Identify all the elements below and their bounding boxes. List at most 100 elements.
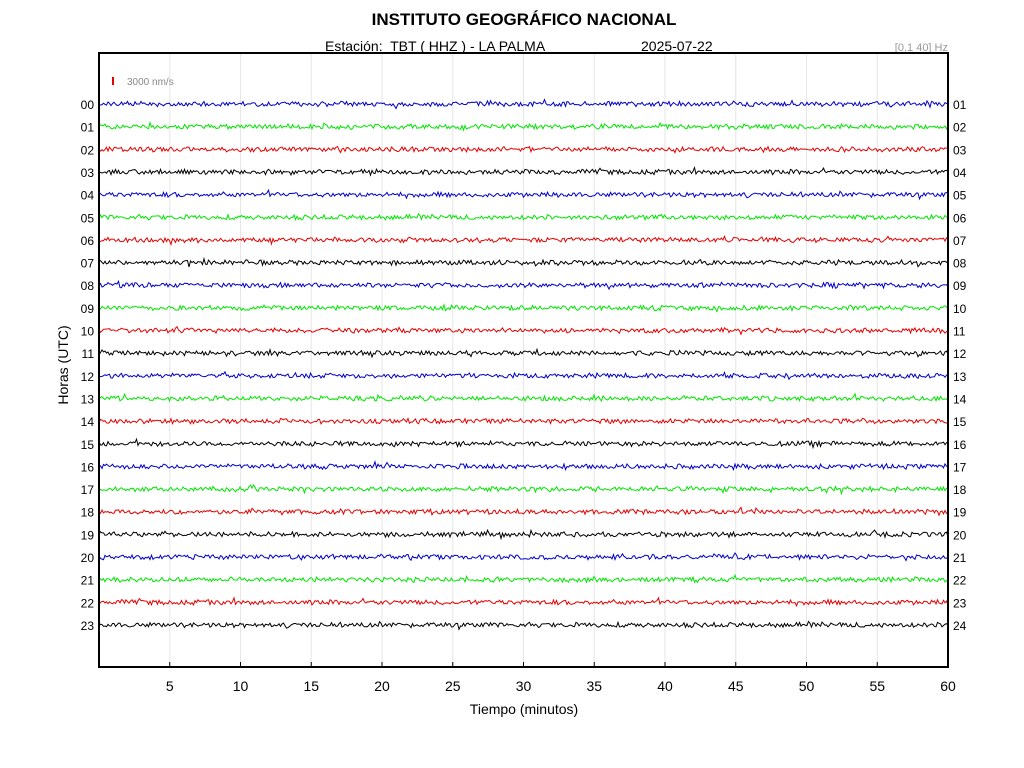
hour-label-right: 22	[953, 574, 967, 588]
trace-hour-02	[98, 145, 949, 154]
hour-label-left: 20	[81, 551, 95, 565]
hour-label-left: 21	[81, 574, 95, 588]
hour-label-right: 03	[953, 143, 967, 157]
hour-label-left: 14	[81, 415, 95, 429]
hour-label-right: 07	[953, 234, 967, 248]
scale-label: 3000 nm/s	[127, 77, 174, 88]
trace-hour-04	[98, 188, 949, 201]
hour-label-right: 04	[953, 166, 967, 180]
hour-label-right: 24	[953, 619, 967, 633]
scale-bar	[112, 77, 114, 85]
hour-label-left: 06	[81, 234, 95, 248]
trace-hour-00	[98, 98, 949, 110]
hour-label-right: 08	[953, 257, 967, 271]
hour-label-left: 07	[81, 257, 95, 271]
x-tick-label: 5	[166, 678, 174, 694]
hour-label-right: 05	[953, 189, 967, 203]
x-tick-label: 10	[233, 678, 249, 694]
x-axis-label: Tiempo (minutos)	[470, 701, 578, 717]
hour-label-right: 19	[953, 506, 967, 520]
hour-label-right: 21	[953, 551, 967, 565]
trace-hour-11	[98, 347, 949, 359]
trace-hour-09	[98, 302, 949, 313]
x-tick-label: 20	[374, 678, 390, 694]
trace-layer	[98, 98, 949, 631]
hour-label-right: 10	[953, 302, 967, 316]
hour-label-left: 08	[81, 279, 95, 293]
hour-label-left: 01	[81, 121, 95, 135]
hour-label-right: 01	[953, 98, 967, 112]
date-label: 2025-07-22	[641, 38, 713, 54]
x-axis-ticks: 5 10 15 20 25 30 35 40 45 50 55 60	[166, 662, 956, 694]
hour-labels-right: 01 02 03 04 05 06 07 08 09 10 11 12 13 14 15 16 17 18 19 20…	[953, 98, 967, 633]
hour-labels-left: 00 01 02 03 04 05 06 07 08 09 10 11 12 13 14 15 16 17 18 19…	[81, 98, 95, 633]
hour-label-left: 09	[81, 302, 95, 316]
hour-label-left: 23	[81, 619, 95, 633]
hour-label-left: 12	[81, 370, 95, 384]
x-tick-label: 55	[869, 678, 885, 694]
hour-label-left: 19	[81, 528, 95, 542]
hour-label-left: 00	[81, 98, 95, 112]
hour-label-right: 02	[953, 121, 967, 135]
trace-hour-14	[98, 416, 949, 426]
x-tick-label: 15	[303, 678, 319, 694]
hour-label-right: 11	[953, 325, 966, 339]
hour-label-left: 15	[81, 438, 95, 452]
hour-label-right: 20	[953, 528, 967, 542]
hour-label-left: 10	[81, 325, 95, 339]
trace-hour-15	[98, 437, 949, 450]
x-tick-label: 25	[445, 678, 461, 694]
hour-label-left: 03	[81, 166, 95, 180]
trace-hour-13	[98, 392, 949, 403]
station-label: Estación: TBT ( HHZ ) - LA PALMA	[325, 38, 546, 54]
trace-hour-01	[98, 120, 949, 132]
trace-hour-18	[98, 506, 949, 517]
hour-label-right: 17	[953, 460, 967, 474]
hour-label-left: 02	[81, 143, 95, 157]
hour-label-left: 17	[81, 483, 95, 497]
hour-label-right: 12	[953, 347, 967, 361]
hour-label-right: 06	[953, 211, 967, 225]
hour-label-left: 13	[81, 392, 95, 406]
hour-label-right: 15	[953, 415, 967, 429]
hour-label-left: 05	[81, 211, 95, 225]
trace-hour-12	[98, 370, 949, 381]
x-tick-label: 60	[940, 678, 956, 694]
trace-hour-17	[98, 483, 949, 496]
grid-layer	[169, 53, 878, 667]
hour-label-right: 18	[953, 483, 967, 497]
x-tick-label: 35	[586, 678, 602, 694]
x-tick-label: 45	[728, 678, 744, 694]
trace-hour-06	[98, 235, 949, 246]
hour-label-left: 11	[82, 347, 95, 361]
x-tick-label: 30	[516, 678, 532, 694]
trace-hour-03	[98, 165, 949, 177]
trace-hour-16	[98, 460, 949, 472]
trace-hour-22	[98, 596, 949, 608]
hour-label-right: 13	[953, 370, 967, 384]
hour-label-left: 04	[81, 189, 95, 203]
hour-label-right: 16	[953, 438, 967, 452]
hour-label-right: 23	[953, 596, 967, 610]
trace-hour-07	[98, 256, 949, 268]
hour-label-right: 14	[953, 392, 967, 406]
filter-band-label: [0.1 40] Hz	[894, 42, 948, 54]
y-axis-label: Horas (UTC)	[55, 325, 71, 404]
trace-hour-05	[98, 212, 949, 222]
trace-hour-20	[98, 552, 949, 562]
page-title: INSTITUTO GEOGRÁFICO NACIONAL	[371, 10, 677, 29]
trace-hour-10	[98, 325, 949, 336]
hour-label-left: 18	[81, 506, 95, 520]
scale-legend: 3000 nm/s	[112, 77, 174, 88]
trace-hour-21	[98, 573, 949, 584]
trace-hour-19	[98, 528, 949, 541]
x-tick-label: 50	[799, 678, 815, 694]
x-tick-label: 40	[657, 678, 673, 694]
hour-label-left: 16	[81, 460, 95, 474]
hour-label-right: 09	[953, 279, 967, 293]
hour-label-left: 22	[81, 596, 95, 610]
trace-hour-08	[98, 279, 949, 291]
trace-hour-23	[98, 620, 949, 631]
